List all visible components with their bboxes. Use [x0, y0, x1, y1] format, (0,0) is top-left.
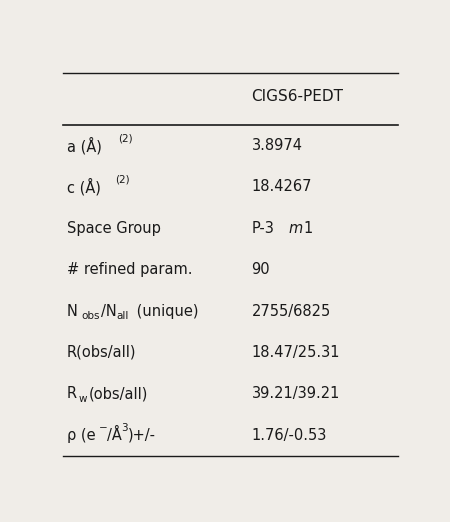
- Text: 3.8974: 3.8974: [252, 138, 302, 153]
- Text: 18.4267: 18.4267: [252, 180, 312, 195]
- Text: (2): (2): [115, 175, 130, 185]
- Text: /Å: /Å: [107, 427, 122, 443]
- Text: a (Å): a (Å): [67, 137, 106, 155]
- Text: N: N: [67, 303, 77, 318]
- Text: c (Å): c (Å): [67, 178, 105, 196]
- Text: w: w: [79, 394, 87, 404]
- Text: 18.47/25.31: 18.47/25.31: [252, 345, 340, 360]
- Text: 3: 3: [121, 423, 128, 433]
- Text: m: m: [288, 221, 302, 236]
- Text: )+/-: )+/-: [128, 428, 156, 443]
- Text: all: all: [117, 311, 129, 321]
- Text: R(obs/all): R(obs/all): [67, 345, 136, 360]
- Text: 2755/6825: 2755/6825: [252, 303, 331, 318]
- Text: /N: /N: [101, 303, 117, 318]
- Text: # refined param.: # refined param.: [67, 262, 192, 277]
- Text: obs: obs: [81, 311, 100, 321]
- Text: R: R: [67, 386, 77, 401]
- Text: 90: 90: [252, 262, 270, 277]
- Text: 1: 1: [303, 221, 312, 236]
- Text: ρ (e: ρ (e: [67, 428, 95, 443]
- Text: (2): (2): [118, 134, 133, 144]
- Text: 1.76/-0.53: 1.76/-0.53: [252, 428, 327, 443]
- Text: P-3: P-3: [252, 221, 274, 236]
- Text: CIGS6-PEDT: CIGS6-PEDT: [252, 89, 343, 104]
- Text: Space Group: Space Group: [67, 221, 161, 236]
- Text: −: −: [99, 423, 108, 433]
- Text: (obs/all): (obs/all): [88, 386, 148, 401]
- Text: (unique): (unique): [131, 303, 198, 318]
- Text: 39.21/39.21: 39.21/39.21: [252, 386, 340, 401]
